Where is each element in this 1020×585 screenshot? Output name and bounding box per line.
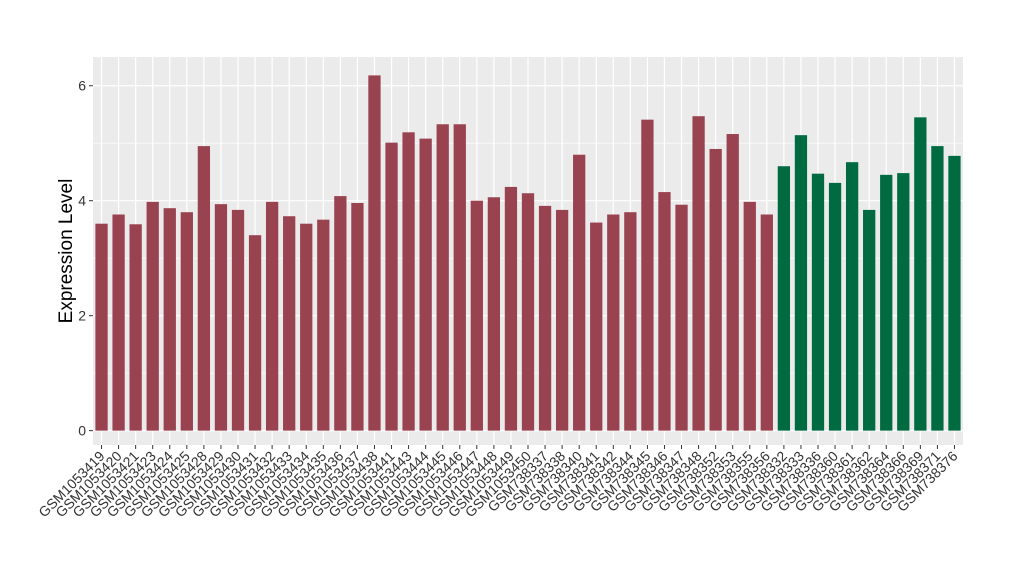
bar-GSM738361 xyxy=(845,162,859,431)
bar-GSM1053437 xyxy=(351,203,364,431)
y-tick-label: 2 xyxy=(78,308,86,324)
bar-GSM738355 xyxy=(743,201,756,431)
bar-GSM738346 xyxy=(658,192,671,431)
bar-GSM1053446 xyxy=(453,124,466,431)
bar-GSM738338 xyxy=(555,209,569,431)
bar-GSM1053447 xyxy=(470,200,483,431)
bar-GSM1053434 xyxy=(300,223,313,431)
x-axis: GSM1053419GSM1053420GSM1053421GSM1053423… xyxy=(35,445,961,520)
bar-GSM1053432 xyxy=(265,201,279,431)
bar-GSM1053420 xyxy=(112,214,125,431)
y-axis-label: Expression Level xyxy=(56,179,77,324)
y-tick-label: 6 xyxy=(78,78,86,94)
bar-GSM738336 xyxy=(811,173,825,431)
bar-GSM1053424 xyxy=(163,208,176,431)
bar-GSM1053431 xyxy=(248,235,262,431)
bar-GSM1053435 xyxy=(317,219,330,431)
y-tick-label: 0 xyxy=(78,423,86,439)
bar-GSM738337 xyxy=(538,205,552,431)
bar-GSM1053423 xyxy=(146,201,159,431)
bar-GSM1053444 xyxy=(419,138,432,431)
bar-GSM738366 xyxy=(897,173,910,431)
bar-GSM738362 xyxy=(863,209,876,431)
bar-GSM1053443 xyxy=(402,132,415,431)
bar-GSM738352 xyxy=(709,148,722,431)
bar-GSM738371 xyxy=(931,146,944,431)
bar-GSM1053438 xyxy=(368,75,381,431)
bar-GSM1053421 xyxy=(129,224,142,431)
bar-GSM738369 xyxy=(914,117,927,431)
bar-GSM738332 xyxy=(777,166,791,431)
bar-GSM738353 xyxy=(726,134,739,431)
bar-GSM1053448 xyxy=(487,197,501,431)
bar-GSM1053430 xyxy=(231,209,245,431)
bar-GSM738364 xyxy=(880,174,893,431)
bar-GSM1053445 xyxy=(436,124,449,431)
bar-GSM738347 xyxy=(675,204,688,431)
bar-GSM738333 xyxy=(794,135,808,431)
bar-GSM738376 xyxy=(948,155,961,431)
bar-GSM738342 xyxy=(607,214,620,431)
bar-GSM738345 xyxy=(641,119,654,431)
bars xyxy=(95,75,961,431)
bar-GSM738360 xyxy=(828,182,842,431)
bar-GSM1053419 xyxy=(95,223,108,431)
bar-GSM1053425 xyxy=(180,212,193,431)
bar-GSM1053441 xyxy=(385,142,398,431)
bar-GSM1053433 xyxy=(283,216,296,431)
bar-GSM738341 xyxy=(590,222,603,431)
y-axis: 0 2 4 6 xyxy=(78,78,93,439)
bar-GSM738340 xyxy=(573,154,586,431)
bar-GSM1053436 xyxy=(334,196,347,431)
bar-GSM738348 xyxy=(692,116,705,431)
y-tick-label: 4 xyxy=(78,193,86,209)
bar-GSM738356 xyxy=(760,214,773,431)
bar-GSM1053450 xyxy=(521,193,535,431)
bar-GSM1053428 xyxy=(197,146,211,431)
bar-GSM738344 xyxy=(624,212,637,431)
bar-GSM1053449 xyxy=(504,186,518,431)
bar-GSM1053429 xyxy=(214,204,228,431)
